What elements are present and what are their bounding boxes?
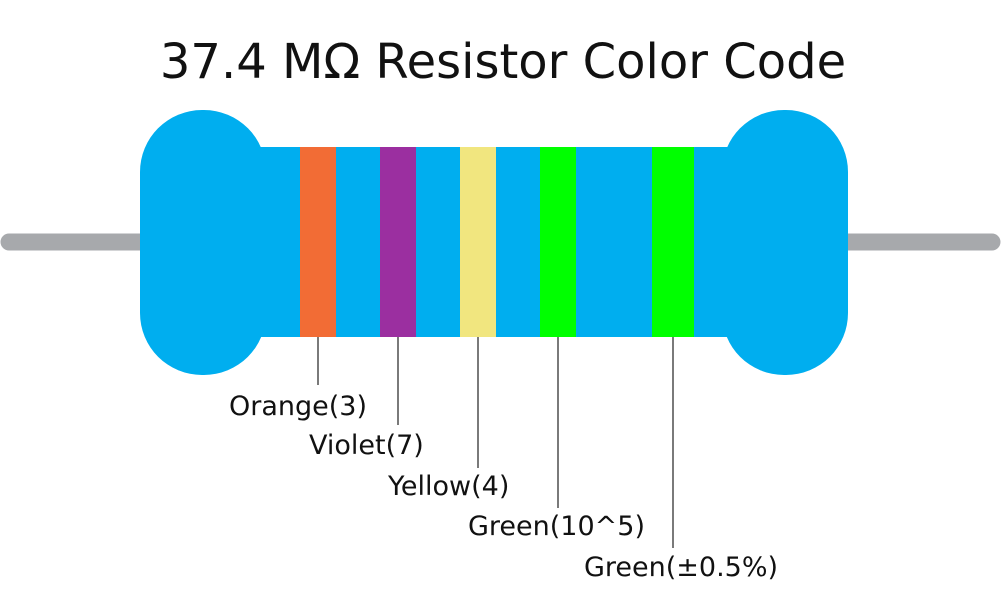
- band-label: Orange(3): [229, 391, 367, 422]
- band: [460, 147, 496, 337]
- title: 37.4 MΩ Resistor Color Code: [160, 34, 846, 90]
- body-left-end: [140, 110, 266, 375]
- band: [300, 147, 336, 337]
- band-label: Yellow(4): [387, 471, 509, 502]
- band: [652, 147, 694, 337]
- band-label: Violet(7): [309, 430, 424, 461]
- band-label: Green(±0.5%): [584, 552, 778, 583]
- band-label: Green(10^5): [468, 511, 645, 542]
- band: [540, 147, 576, 337]
- band: [380, 147, 416, 337]
- body-right-end: [722, 110, 848, 375]
